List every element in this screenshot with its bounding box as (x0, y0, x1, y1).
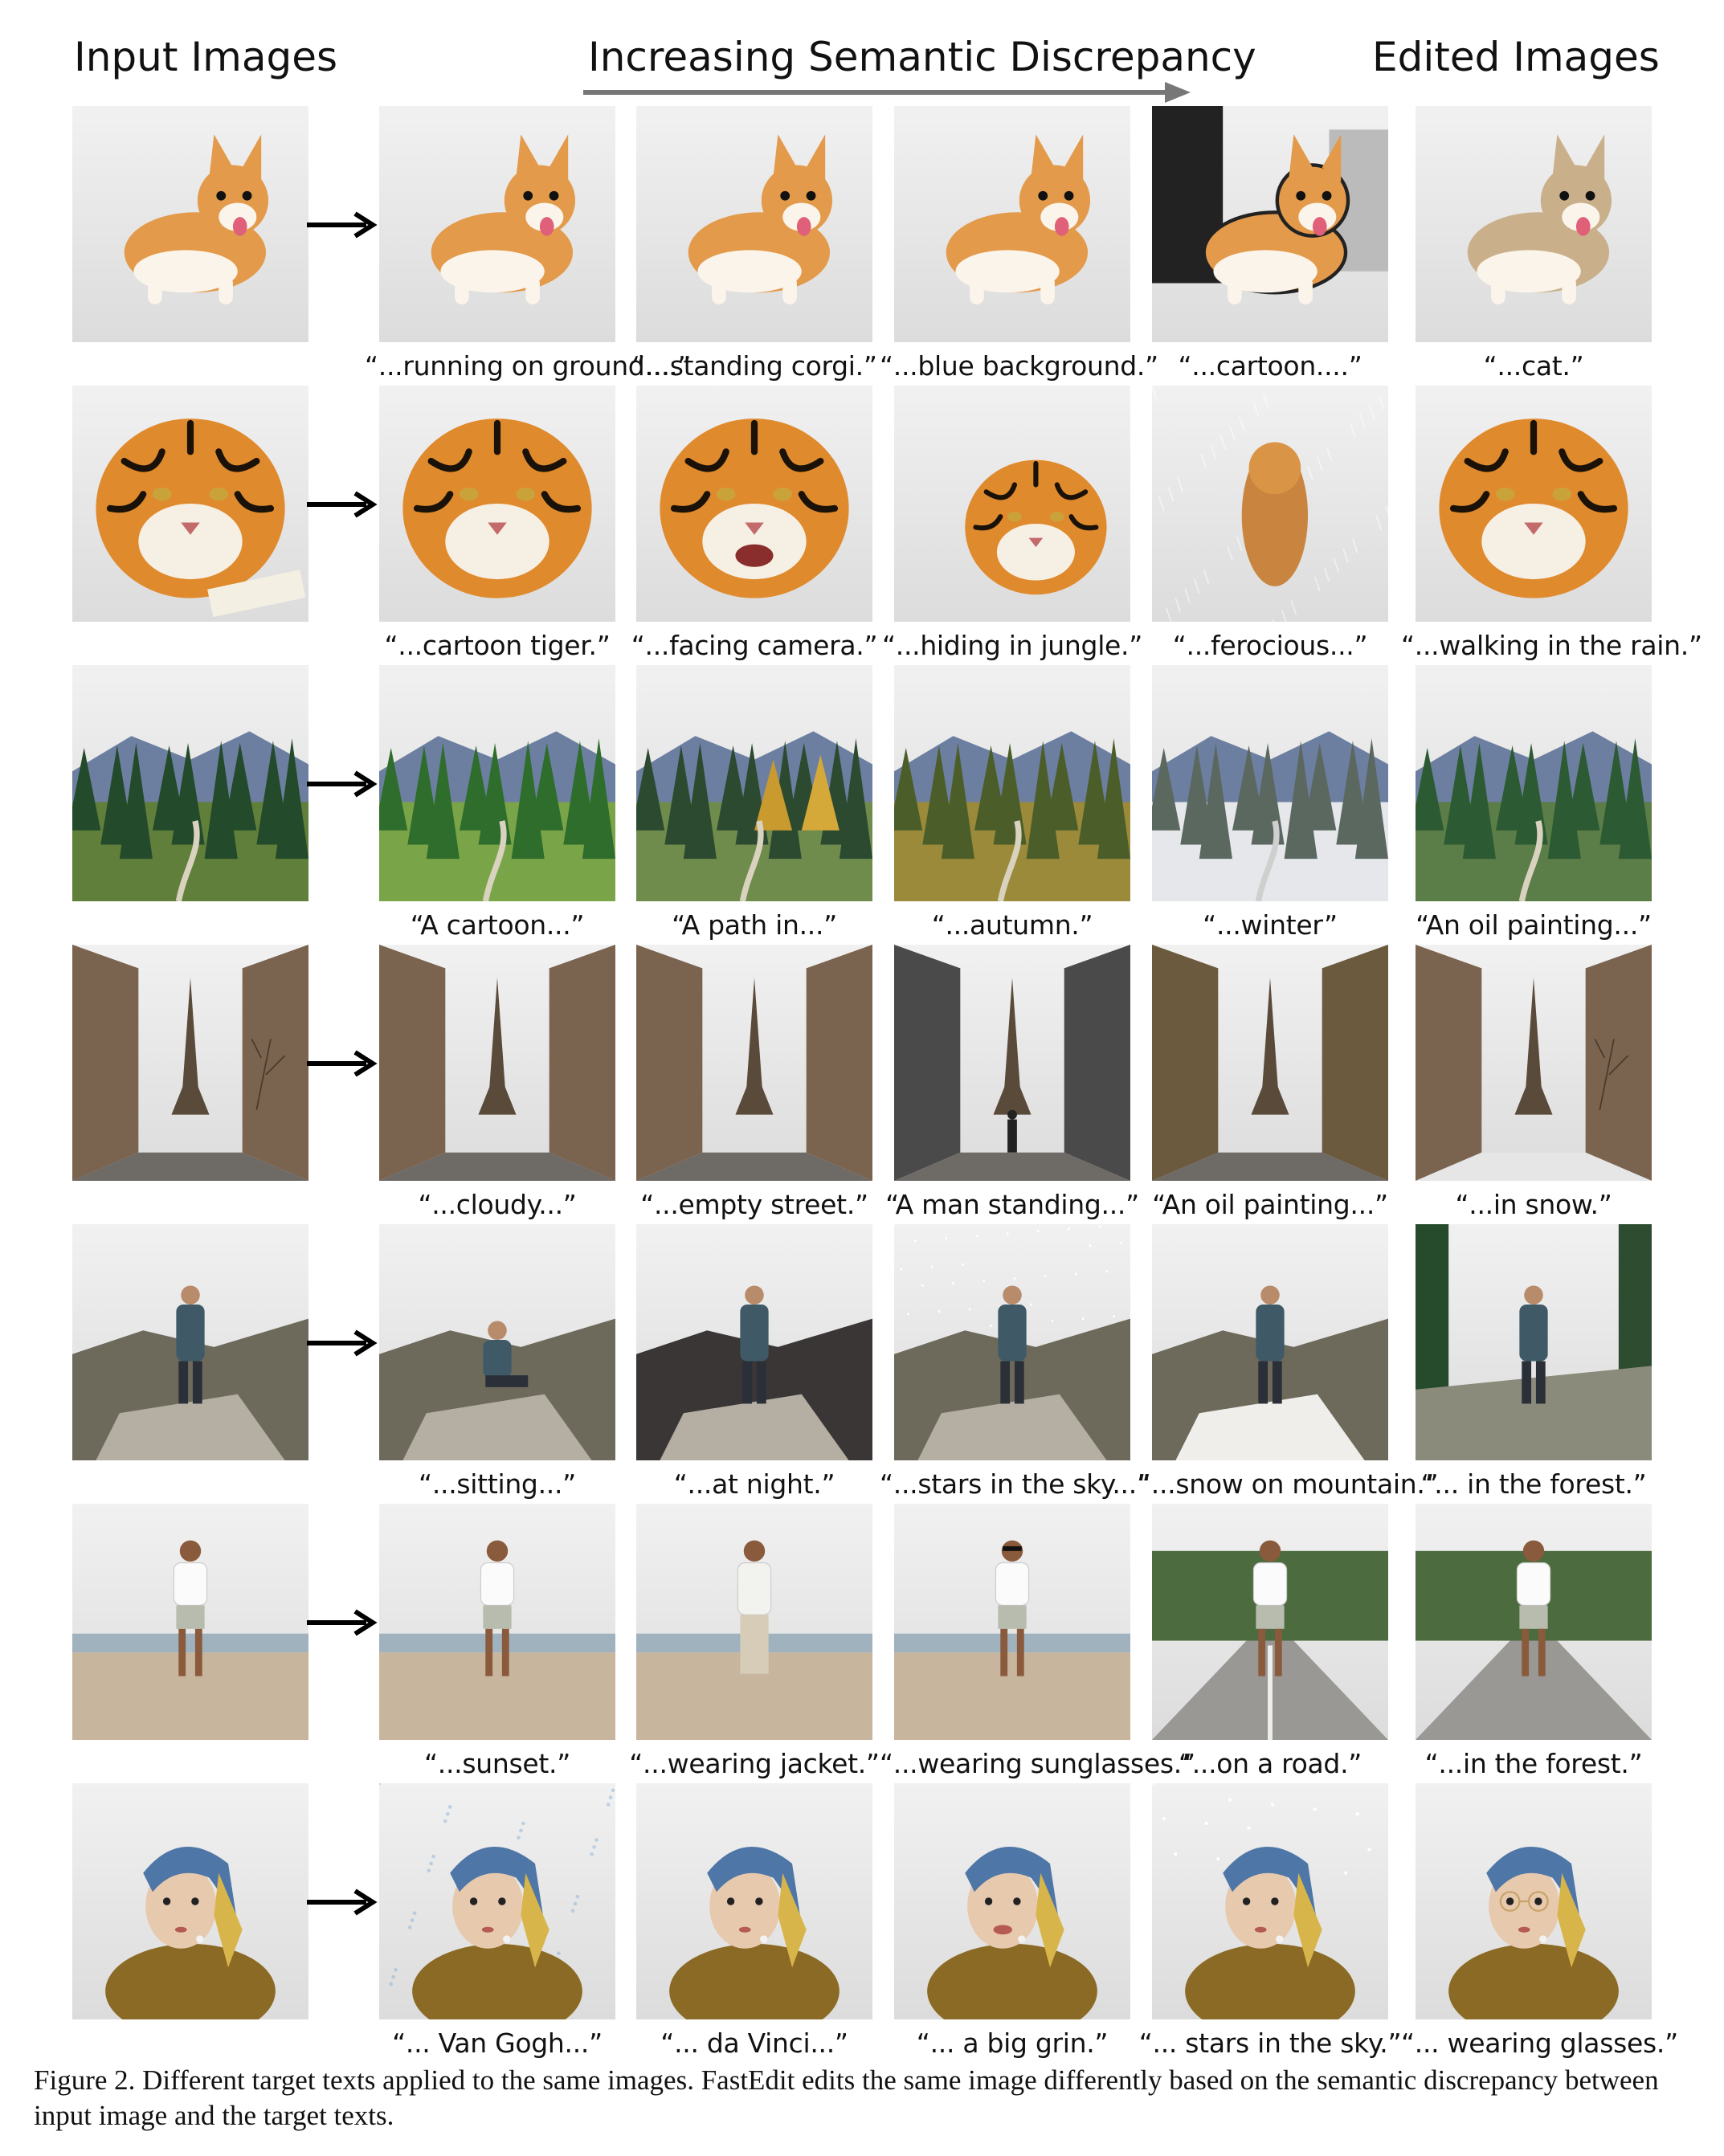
edited-image (1152, 945, 1388, 1181)
edited-image (636, 106, 872, 342)
input-image (72, 106, 308, 342)
header-input-label: Input Images (74, 34, 338, 80)
target-text-caption: “...standing corgi.” (631, 350, 877, 382)
edited-image (379, 106, 615, 342)
edited-image (894, 386, 1130, 622)
target-text-caption: “...stars in the sky...” (880, 1468, 1150, 1500)
edited-image (1416, 386, 1652, 622)
right-arrow-icon (307, 1329, 378, 1361)
edited-image (1152, 1224, 1388, 1460)
edited-image (894, 1504, 1130, 1740)
target-text-caption: “...blue background.” (880, 350, 1158, 382)
input-image (72, 1783, 308, 2019)
target-text-caption: “...facing camera.” (631, 630, 878, 661)
target-text-caption: “...winter” (1203, 909, 1338, 941)
edited-image (636, 1224, 872, 1460)
target-text-caption: “A man standing...” (885, 1189, 1139, 1220)
edited-image (379, 386, 615, 622)
target-text-caption: “...running on ground....” (365, 350, 692, 382)
edited-image (636, 945, 872, 1181)
edited-image (1152, 665, 1388, 901)
edited-image (1416, 665, 1652, 901)
edited-image (379, 1783, 615, 2019)
header-discrepancy-label: Increasing Semantic Discrepancy (588, 34, 1256, 80)
example-row-tiger: “...cartoon tiger.” “...facing camera.” “.… (0, 386, 1724, 667)
target-text-caption: “...hiding in jungle.” (881, 630, 1143, 661)
target-text-caption: “... Van Gogh...” (392, 2027, 603, 2059)
target-text-caption: “...sitting...” (419, 1468, 576, 1500)
edited-image (379, 665, 615, 901)
edited-image (1416, 1224, 1652, 1460)
input-image (72, 945, 308, 1181)
figure-caption: Figure 2. Different target texts applied… (34, 2064, 1659, 2131)
target-text-caption: “...wearing jacket.” (629, 1748, 880, 1779)
edited-image (894, 106, 1130, 342)
target-text-caption: “...cloudy...” (418, 1189, 577, 1220)
edited-image (894, 945, 1130, 1181)
edited-image (379, 1224, 615, 1460)
target-text-caption: “...at night.” (673, 1468, 835, 1500)
edited-image (636, 1783, 872, 2019)
target-text-caption: “...in the forest.” (1424, 1748, 1643, 1779)
target-text-caption: “... da Vinci...” (660, 2027, 848, 2059)
edited-image (1152, 1504, 1388, 1740)
target-text-caption: “...cartoon....” (1178, 350, 1362, 382)
edited-image (1416, 1504, 1652, 1740)
target-text-caption: “An oil painting...” (1416, 909, 1652, 941)
input-image (72, 1504, 308, 1740)
example-row-beach-man: “...sunset.” “...wearing jacket.” “...wear… (0, 1504, 1724, 1785)
edited-image (1416, 945, 1652, 1181)
edited-image (894, 665, 1130, 901)
edited-image (1152, 1783, 1388, 2019)
target-text-caption: “...autumn.” (931, 909, 1093, 941)
edited-image (379, 945, 615, 1181)
input-image (72, 665, 308, 901)
target-text-caption: “...empty street.” (640, 1189, 868, 1220)
right-arrow-icon (307, 490, 378, 522)
target-text-caption: “...snow on mountain.” (1138, 1468, 1439, 1500)
right-arrow-icon (307, 770, 378, 802)
target-text-caption: “A path in...” (672, 909, 837, 941)
target-text-caption: “A cartoon...” (410, 909, 585, 941)
target-text-caption: “... stars in the sky.” (1138, 2027, 1402, 2059)
example-row-eiffel: “...cloudy...” “...empty street.” “A man s… (0, 945, 1724, 1226)
discrepancy-arrow-icon (583, 82, 1191, 103)
example-row-pearl-earring: “... Van Gogh...” “... da Vinci...” “... a… (0, 1783, 1724, 2064)
example-row-hiker: “...sitting...” “...at night.” “...stars i… (0, 1224, 1724, 1505)
edited-image (1416, 1783, 1652, 2019)
edited-image (894, 1224, 1130, 1460)
header-edited-label: Edited Images (1372, 34, 1660, 80)
target-text-caption: “...cartoon tiger.” (384, 630, 611, 661)
example-row-corgi: “...running on ground....” “...standing c… (0, 106, 1724, 387)
target-text-caption: “...wearing sunglasses.” (880, 1748, 1195, 1779)
target-text-caption: “...cat.” (1483, 350, 1584, 382)
edited-image (636, 1504, 872, 1740)
edited-image (636, 665, 872, 901)
input-image (72, 1224, 308, 1460)
right-arrow-icon (307, 1608, 378, 1640)
target-text-caption: “...walking in the rain.” (1401, 630, 1702, 661)
target-text-caption: “...in snow.” (1455, 1189, 1612, 1220)
input-image (72, 386, 308, 622)
edited-image (636, 386, 872, 622)
target-text-caption: “... in the forest.” (1420, 1468, 1647, 1500)
example-row-forest: “A cartoon...” “A path in...” “...autumn.”… (0, 665, 1724, 946)
target-text-caption: “... a big grin.” (916, 2027, 1109, 2059)
edited-image (379, 1504, 615, 1740)
target-text-caption: “... wearing glasses.” (1401, 2027, 1678, 2059)
right-arrow-icon (307, 1049, 378, 1081)
target-text-caption: “...sunset.” (423, 1748, 570, 1779)
target-text-caption: “...ferocious...” (1172, 630, 1368, 661)
edited-image (1152, 386, 1388, 622)
target-text-caption: “...on a road.” (1178, 1748, 1362, 1779)
edited-image (1152, 106, 1388, 342)
target-text-caption: “An oil painting...” (1152, 1189, 1388, 1220)
right-arrow-icon (307, 1888, 378, 1920)
edited-image (1416, 106, 1652, 342)
edited-image (894, 1783, 1130, 2019)
right-arrow-icon (307, 210, 378, 243)
